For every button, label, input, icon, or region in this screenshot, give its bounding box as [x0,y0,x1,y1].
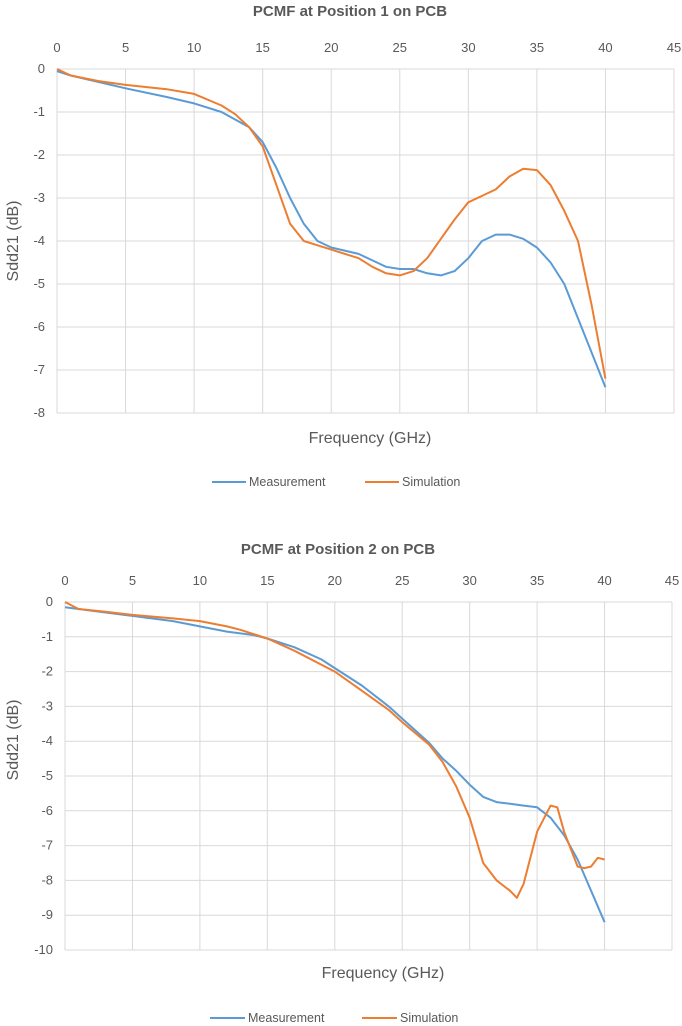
series-line-simulation [56,68,607,379]
y-tick-label: -1 [33,104,45,119]
y-tick-label: -3 [33,190,45,205]
y-tick-label: -7 [33,362,45,377]
y-tick-label: -9 [41,907,53,922]
x-tick-label: 40 [597,573,611,588]
series-line-simulation [64,601,605,899]
y-tick-label: -6 [33,319,45,334]
legend-label-simulation: Simulation [402,475,460,489]
y-axis-label: Sdd21 (dB) [5,201,22,282]
chart-1: PCMF at Position 1 on PCB Frequency (GHz… [5,3,681,489]
legend: Measurement Simulation [212,475,460,489]
x-tick-label: 30 [462,573,476,588]
x-tick-label: 0 [61,573,68,588]
x-tick-label: 20 [324,40,338,55]
x-tick-label: 45 [665,573,679,588]
x-tick-label: 5 [122,40,129,55]
x-tick-label: 40 [598,40,612,55]
chart-2: PCMF at Position 2 on PCB Frequency (GHz… [5,541,679,1025]
x-tick-label: 0 [53,40,60,55]
y-tick-label: -3 [41,698,53,713]
x-tick-label: 30 [461,40,475,55]
x-tick-label: 25 [395,573,409,588]
chart-title: PCMF at Position 2 on PCB [241,541,435,558]
plot-area: 0 5 10 15 20 25 30 35 40 45 0 -1 -2 -3 -4 -5 -6 -7 -8 -9 -10 [34,573,679,957]
y-tick-label: -8 [41,872,53,887]
x-tick-label: 35 [530,40,544,55]
x-axis-label: Frequency (GHz) [322,965,445,982]
x-tick-label: 5 [129,573,136,588]
x-tick-label: 20 [328,573,342,588]
y-tick-label: -4 [33,233,45,248]
series-line-measurement [64,606,606,923]
y-tick-label: -7 [41,838,53,853]
plot-area: 0 5 10 15 20 25 30 35 40 45 0 -1 -2 -3 -4 -5 -6 -7 -8 [33,40,681,420]
y-tick-label: -2 [33,147,45,162]
x-tick-label: 45 [667,40,681,55]
y-tick-label: 0 [38,61,45,76]
legend: Measurement Simulation [210,1011,458,1025]
x-tick-label: 10 [187,40,201,55]
legend-label-measurement: Measurement [248,1011,325,1025]
x-axis-label: Frequency (GHz) [309,430,432,447]
y-tick-label: -8 [33,405,45,420]
y-tick-label: -5 [33,276,45,291]
x-tick-label: 35 [530,573,544,588]
y-tick-label: -1 [41,629,53,644]
x-tick-label: 10 [193,573,207,588]
y-tick-label: 0 [46,594,53,609]
y-axis-label: Sdd21 (dB) [5,700,22,781]
legend-label-simulation: Simulation [400,1011,458,1025]
x-tick-label: 25 [393,40,407,55]
y-tick-label: -5 [41,768,53,783]
legend-label-measurement: Measurement [249,475,326,489]
x-tick-label: 15 [260,573,274,588]
x-tick-label: 15 [255,40,269,55]
y-tick-label: -4 [41,733,53,748]
y-tick-label: -6 [41,803,53,818]
series-line-measurement [56,70,607,388]
y-tick-label: -10 [34,942,53,957]
chart-title: PCMF at Position 1 on PCB [253,3,447,20]
y-tick-label: -2 [41,664,53,679]
